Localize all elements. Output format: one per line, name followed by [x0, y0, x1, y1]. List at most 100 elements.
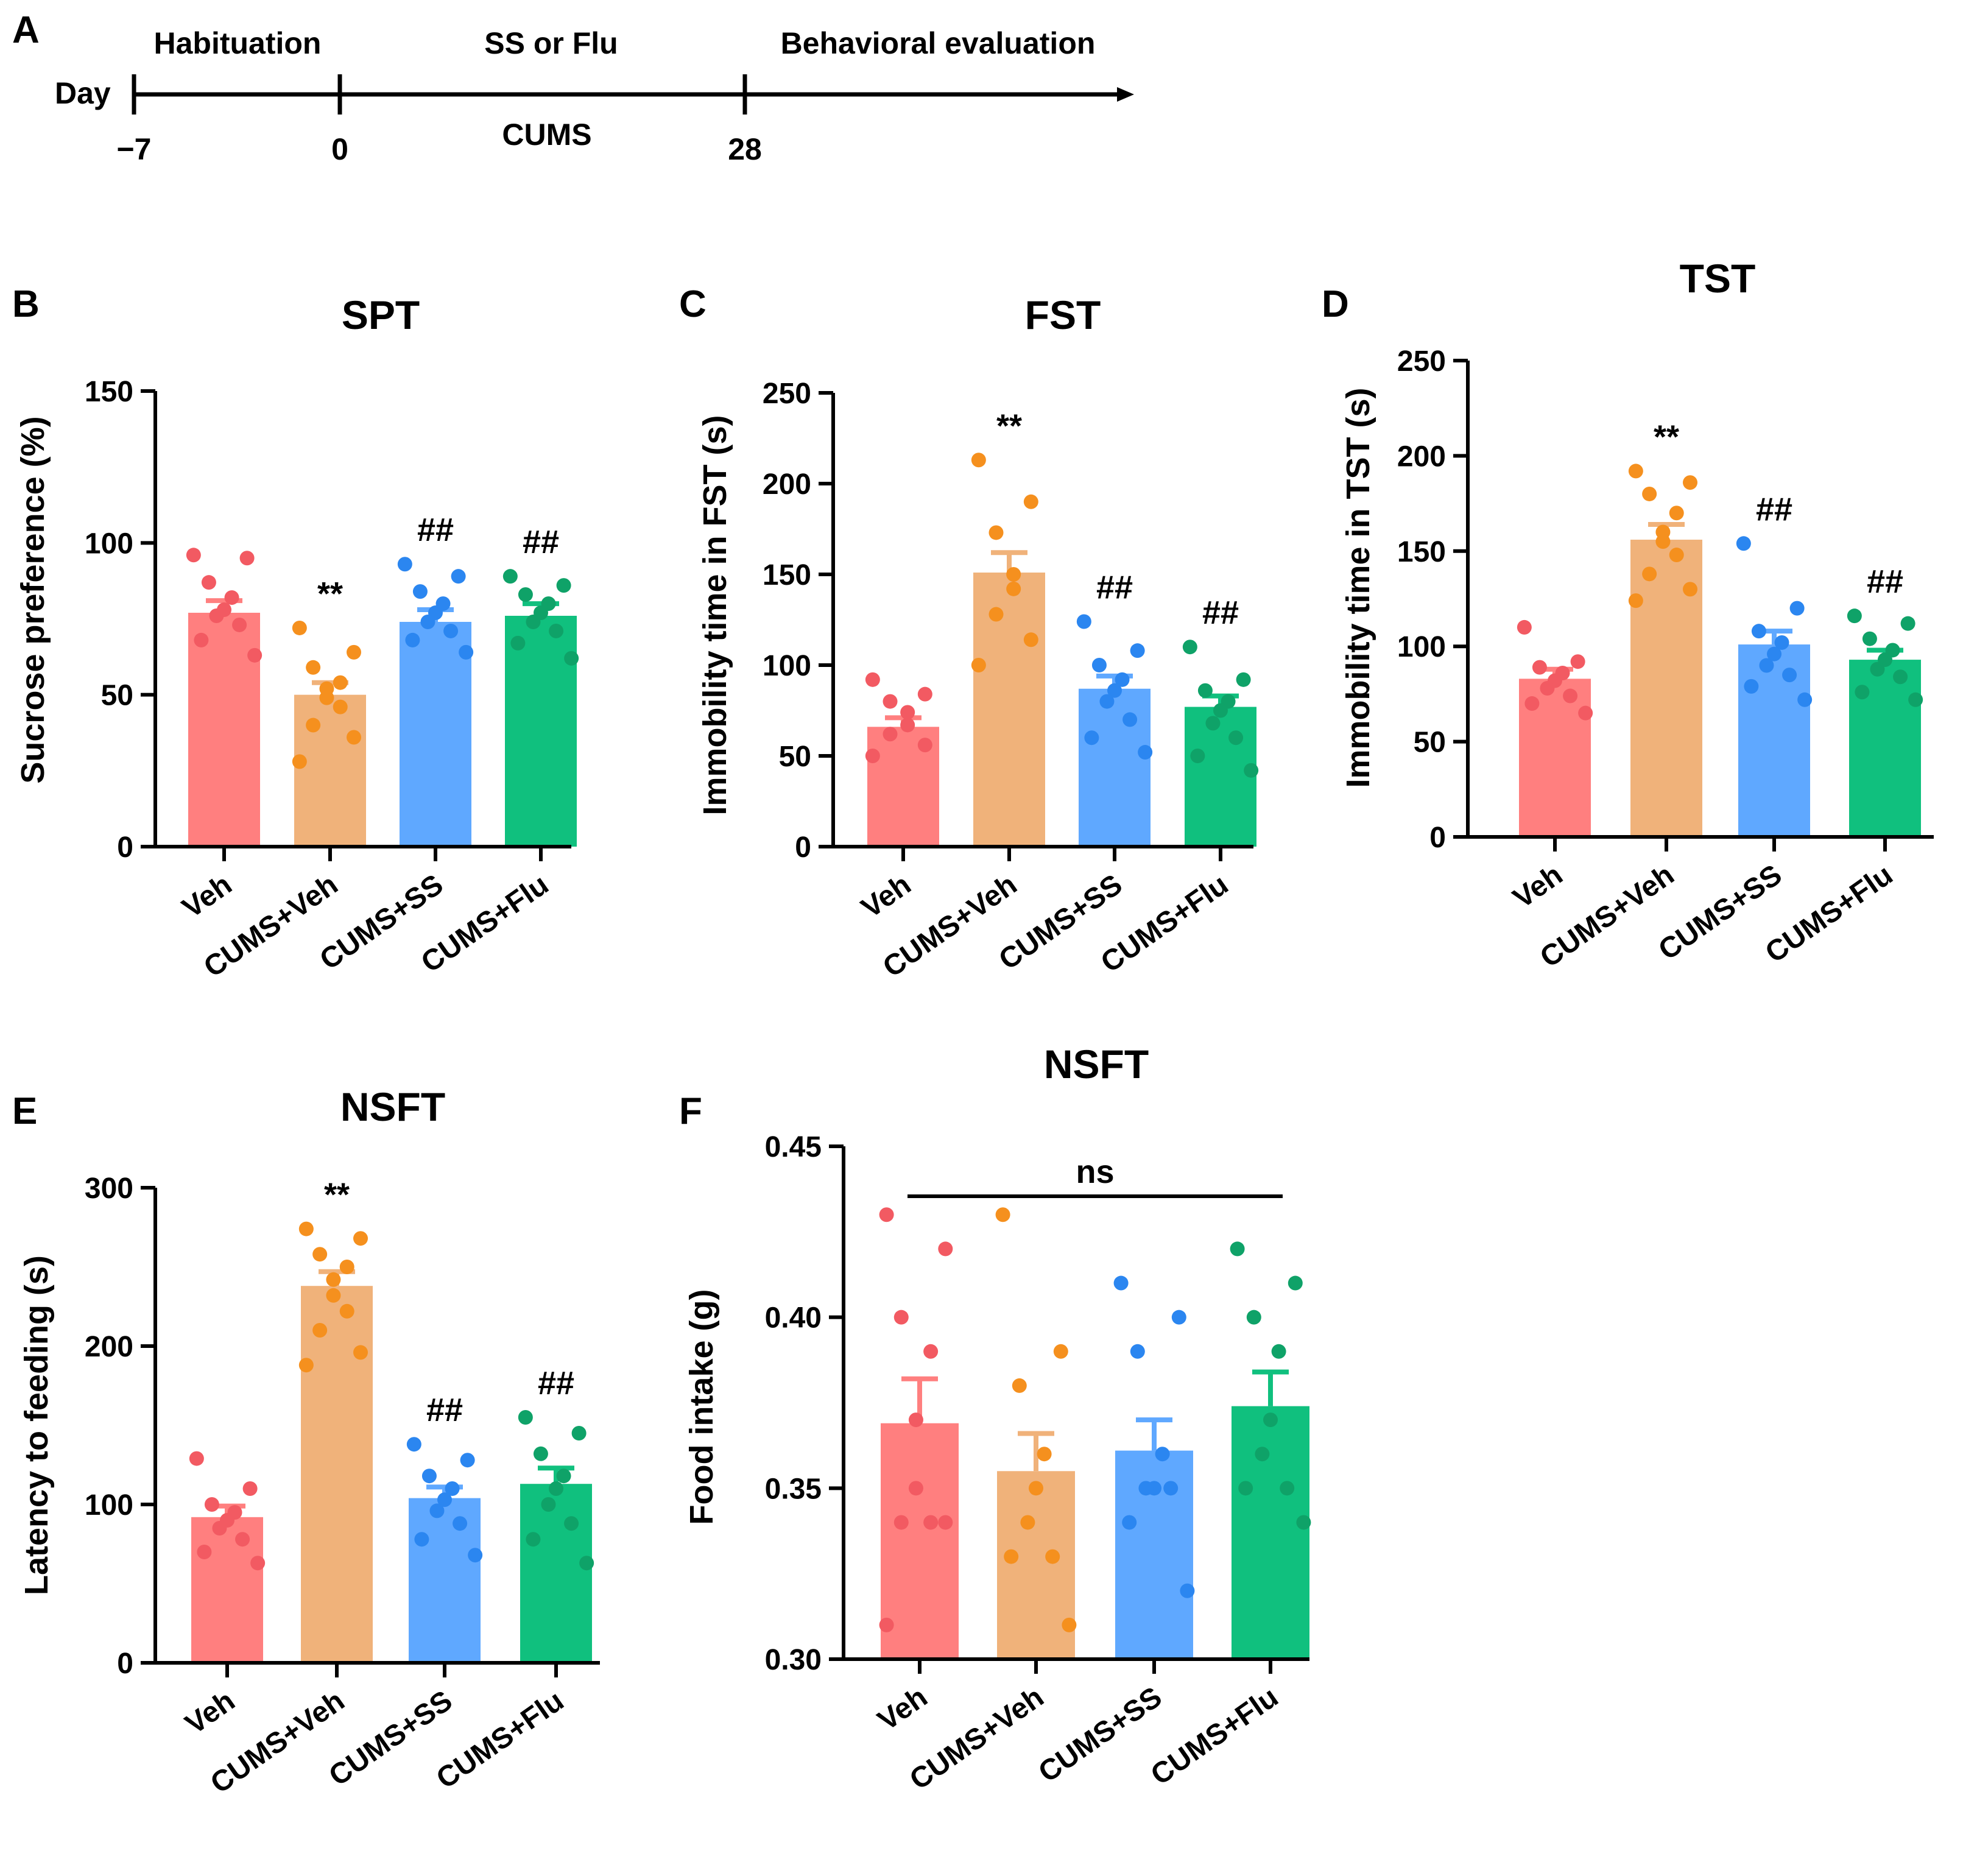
- data-point: [298, 1221, 314, 1236]
- data-point: [1228, 730, 1244, 746]
- data-point: [1006, 581, 1021, 596]
- x-tick-label: Veh: [180, 1685, 241, 1741]
- significance-label: **: [996, 407, 1022, 444]
- data-point: [1570, 654, 1585, 669]
- bar: [1185, 707, 1256, 847]
- y-tick-label: 50: [1414, 727, 1446, 759]
- x-tick-label: Veh: [872, 1681, 933, 1737]
- data-point: [549, 1481, 563, 1496]
- data-point: [292, 620, 307, 635]
- panel-letter-d: D: [1322, 283, 1349, 325]
- data-point: [209, 608, 224, 624]
- data-point: [938, 1241, 953, 1257]
- x-tick-label: Veh: [856, 869, 917, 925]
- data-point: [347, 644, 362, 660]
- y-axis-label: Sucrose preference (%): [15, 416, 51, 783]
- data-point: [1847, 608, 1862, 624]
- data-point: [326, 1288, 341, 1303]
- data-point: [1171, 1310, 1186, 1325]
- data-point: [1099, 694, 1115, 709]
- data-point: [239, 551, 255, 566]
- data-point: [1197, 683, 1213, 698]
- data-point: [298, 1358, 314, 1373]
- panel-letter-a: A: [12, 9, 40, 51]
- significance-label: ##: [426, 1392, 463, 1428]
- y-axis-label: Latency to feeding (s): [18, 1255, 55, 1595]
- data-point: [1736, 536, 1751, 551]
- data-point: [353, 1231, 368, 1246]
- data-point: [250, 1556, 266, 1571]
- data-point: [1532, 660, 1547, 675]
- significance-label: ##: [1202, 594, 1239, 631]
- significance-label: ##: [1756, 491, 1792, 527]
- timeline-tick-label: −7: [116, 132, 151, 166]
- data-point: [1271, 1344, 1286, 1359]
- timeline-tick-label: 0: [331, 132, 348, 166]
- data-point: [1130, 643, 1145, 658]
- data-point: [1862, 631, 1877, 646]
- timeline-day-label: Day: [55, 76, 111, 110]
- data-point: [1130, 1344, 1145, 1359]
- data-point: [1789, 601, 1805, 616]
- data-point: [579, 1556, 594, 1571]
- data-point: [510, 635, 526, 651]
- x-tick-label: CUMS+Flu: [1145, 1681, 1284, 1792]
- data-point: [459, 644, 474, 660]
- y-tick-label: 300: [85, 1172, 133, 1205]
- data-point: [518, 1410, 533, 1425]
- data-point: [1182, 640, 1197, 655]
- data-point: [1751, 624, 1766, 639]
- panel-letter-b: B: [12, 283, 40, 325]
- data-point: [1084, 730, 1099, 746]
- data-point: [1037, 1447, 1052, 1462]
- data-point: [865, 749, 880, 763]
- data-point: [412, 584, 428, 599]
- data-point: [1122, 1515, 1137, 1530]
- data-point: [923, 1344, 939, 1359]
- bar: [1232, 1406, 1309, 1659]
- data-point: [312, 1323, 328, 1338]
- data-point: [1563, 688, 1578, 704]
- data-point: [1642, 486, 1657, 501]
- data-point: [194, 632, 209, 647]
- data-point: [445, 1481, 460, 1496]
- data-point: [421, 1469, 437, 1484]
- data-point: [1012, 1378, 1027, 1393]
- data-point: [879, 1617, 894, 1632]
- data-point: [1288, 1275, 1303, 1291]
- data-point: [406, 1437, 421, 1452]
- data-point: [319, 690, 334, 705]
- y-tick-label: 250: [763, 378, 811, 410]
- y-tick-label: 0: [1429, 822, 1446, 854]
- data-point: [1296, 1515, 1311, 1530]
- bar: [400, 621, 471, 847]
- data-point: [1908, 692, 1923, 707]
- chart-f: F NSFT Food intake (g) 0.30 0.35 0.40 0.45 Veh C…: [679, 1042, 1311, 1796]
- data-point: [1138, 745, 1153, 760]
- data-point: [420, 614, 435, 629]
- data-point: [312, 1247, 328, 1262]
- y-tick-label: 0: [117, 1648, 133, 1680]
- bar: [294, 694, 366, 847]
- data-point: [1759, 658, 1774, 673]
- data-point: [1524, 696, 1540, 711]
- data-point: [564, 651, 579, 666]
- y-tick-label: 200: [85, 1331, 133, 1363]
- data-point: [201, 575, 216, 590]
- data-point: [1540, 681, 1555, 696]
- data-point: [1774, 635, 1789, 650]
- data-point: [526, 1532, 541, 1547]
- data-point: [333, 675, 348, 690]
- data-point: [883, 694, 898, 709]
- data-point: [1213, 703, 1228, 718]
- x-tick-label: CUMS+Flu: [431, 1685, 569, 1796]
- data-point: [247, 647, 263, 663]
- data-point: [571, 1426, 587, 1440]
- data-point: [306, 718, 321, 733]
- data-point: [353, 1345, 368, 1360]
- data-point: [189, 1451, 204, 1466]
- y-tick-label: 50: [779, 741, 811, 773]
- data-point: [1029, 1481, 1043, 1496]
- bar: [409, 1498, 481, 1663]
